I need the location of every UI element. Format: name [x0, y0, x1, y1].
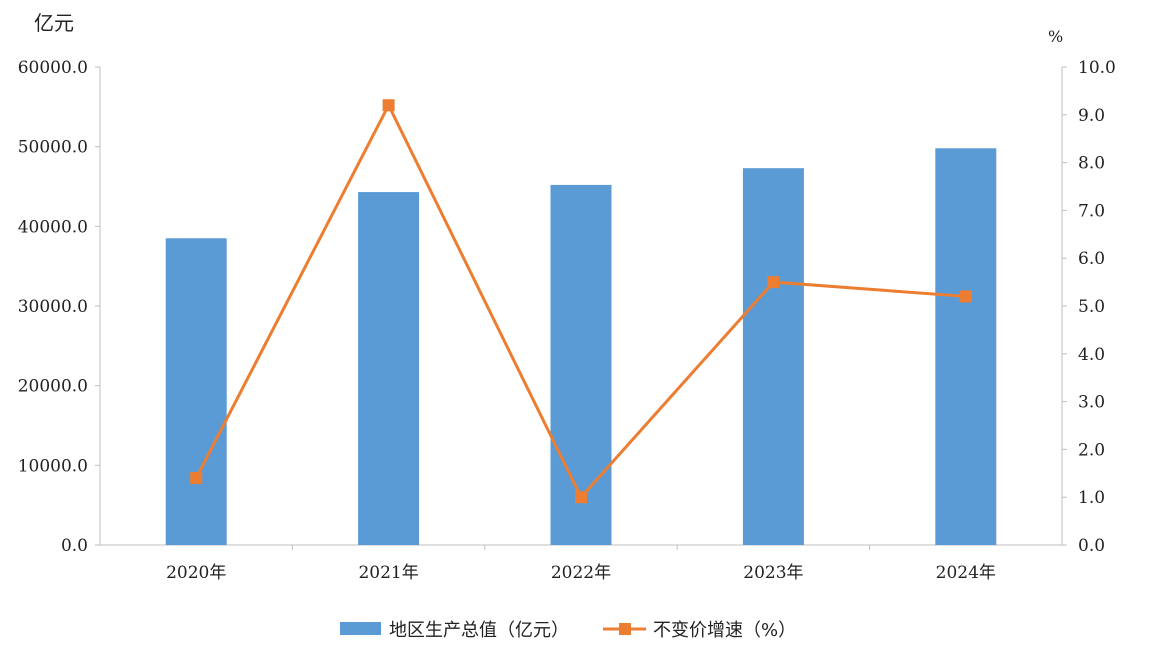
right-tick-label: 0.0 — [1078, 536, 1105, 556]
right-tick-label: 6.0 — [1078, 249, 1105, 269]
legend-line-marker — [619, 623, 631, 635]
bar-2024年 — [935, 148, 997, 545]
right-tick-label: 4.0 — [1078, 345, 1105, 365]
right-tick-label: 8.0 — [1078, 154, 1105, 174]
growth-marker-2021年 — [382, 99, 395, 112]
right-tick-label: 9.0 — [1078, 106, 1105, 126]
bar-2022年 — [550, 184, 612, 545]
right-tick-label: 5.0 — [1078, 297, 1105, 317]
left-axis-unit: 亿元 — [34, 11, 74, 35]
legend-bar-swatch — [340, 622, 381, 635]
bar-2020年 — [165, 238, 227, 546]
left-tick-label: 0.0 — [61, 536, 88, 556]
left-tick-label: 20000.0 — [18, 377, 88, 397]
left-tick-label: 30000.0 — [18, 297, 88, 317]
left-tick-label: 40000.0 — [18, 217, 88, 237]
left-tick-label: 10000.0 — [18, 456, 88, 476]
legend-bar-label: 地区生产总值（亿元） — [389, 620, 569, 641]
bar-2021年 — [358, 192, 420, 545]
right-tick-label: 10.0 — [1078, 58, 1116, 78]
right-tick-label: 1.0 — [1078, 488, 1105, 508]
right-tick-label: 7.0 — [1078, 201, 1105, 221]
x-tick-label: 2020年 — [166, 563, 226, 583]
right-tick-label: 3.0 — [1078, 393, 1105, 413]
x-tick-label: 2022年 — [551, 563, 611, 583]
legend-line-label: 不变价增速（%） — [653, 620, 796, 641]
growth-marker-2022年 — [575, 491, 587, 504]
left-tick-label: 50000.0 — [18, 138, 88, 158]
growth-marker-2024年 — [959, 290, 972, 303]
legend: 地区生产总值（亿元） 不变价增速（%） — [340, 620, 796, 641]
x-tick-label: 2021年 — [358, 563, 418, 583]
left-tick-label: 60000.0 — [18, 58, 88, 78]
x-tick-label: 2023年 — [743, 563, 803, 583]
right-tick-label: 2.0 — [1078, 440, 1105, 460]
right-axis-unit: % — [1048, 27, 1063, 46]
growth-marker-2020年 — [190, 472, 203, 485]
growth-marker-2023年 — [767, 276, 780, 289]
x-tick-label: 2024年 — [936, 563, 996, 583]
bar-2023年 — [742, 168, 804, 545]
